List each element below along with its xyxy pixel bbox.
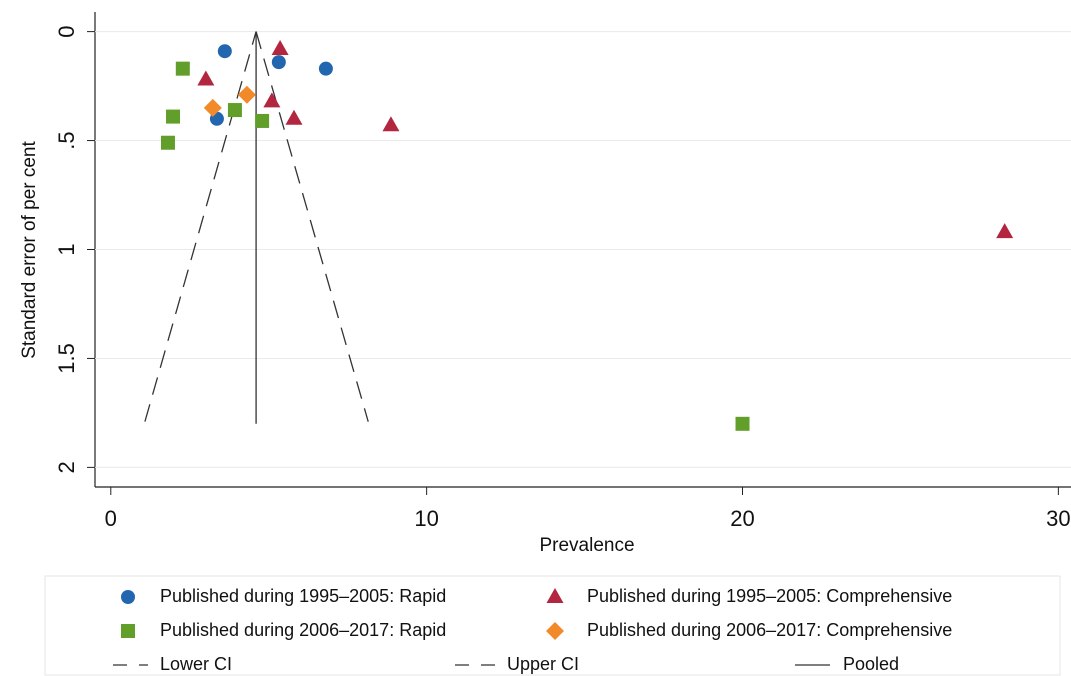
y-tick-label: 1: [54, 243, 79, 255]
point: [735, 416, 750, 431]
x-axis-label: Prevalence: [539, 535, 634, 556]
point: [285, 109, 303, 125]
legend-marker: [121, 590, 135, 604]
x-tick-label: 20: [730, 506, 754, 531]
y-tick-label: .5: [54, 131, 79, 149]
legend-marker: [546, 588, 564, 603]
legend-label: Published during 2006–2017: Rapid: [160, 620, 446, 640]
point: [271, 40, 289, 56]
legend-label: Published during 1995–2005: Rapid: [160, 586, 446, 606]
point: [318, 61, 333, 76]
legend-marker: [546, 622, 564, 640]
y-axis-label: Standard error of per cent: [19, 141, 40, 359]
legend-box: [44, 575, 1061, 676]
point: [996, 223, 1014, 239]
point: [271, 55, 286, 70]
point: [255, 113, 270, 128]
x-tick-label: 10: [414, 506, 438, 531]
legend-marker: [121, 624, 135, 638]
point: [160, 135, 175, 150]
legend-label: Pooled: [843, 654, 899, 674]
y-tick-label: 0: [54, 25, 79, 37]
legend-label: Published during 1995–2005: Comprehensiv…: [587, 586, 952, 606]
point: [203, 98, 222, 117]
point: [217, 44, 232, 59]
point: [237, 85, 256, 104]
reference-line: [144, 31, 257, 422]
legend-label: Lower CI: [160, 654, 232, 674]
x-tick-label: 0: [105, 506, 117, 531]
y-tick-label: 2: [54, 461, 79, 473]
y-tick-label: 1.5: [54, 343, 79, 374]
point: [175, 61, 190, 76]
x-tick-label: 30: [1046, 506, 1070, 531]
legend-label: Upper CI: [507, 654, 579, 674]
reference-line: [255, 31, 369, 422]
point: [197, 70, 215, 86]
point: [166, 109, 181, 124]
legend-label: Published during 2006–2017: Comprehensiv…: [587, 620, 952, 640]
point: [382, 116, 400, 132]
point: [263, 92, 281, 108]
point: [227, 103, 242, 118]
